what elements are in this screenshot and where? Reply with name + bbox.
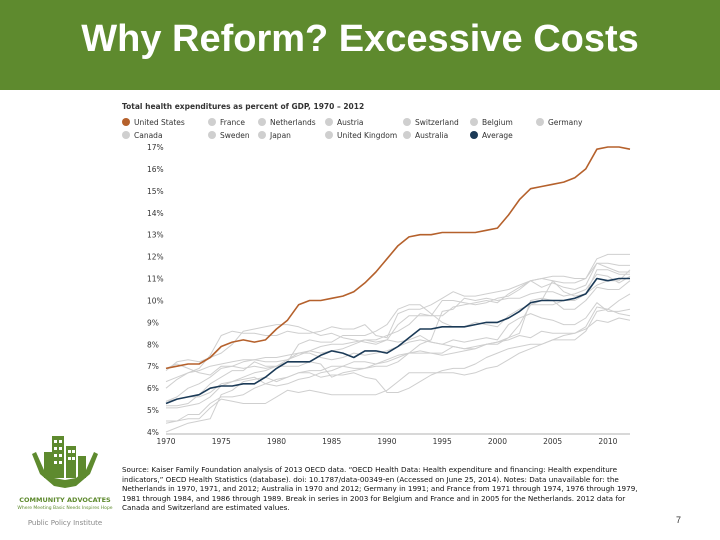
legend-item-japan: Japan <box>258 131 291 140</box>
legend-swatch <box>258 131 266 139</box>
x-tick-label: 2005 <box>543 437 562 446</box>
legend-swatch <box>403 118 411 126</box>
legend-item-average: Average <box>470 131 513 140</box>
legend-label: United States <box>134 118 185 127</box>
series-line-france <box>165 262 630 402</box>
legend-swatch <box>258 118 266 126</box>
chart-title: Total health expenditures as percent of … <box>122 102 365 111</box>
legend-swatch <box>470 131 478 139</box>
y-tick-label: 4% <box>147 428 159 437</box>
y-tick-label: 15% <box>147 187 164 196</box>
legend-item-germany: Germany <box>536 118 582 127</box>
legend-swatch <box>403 131 411 139</box>
series-line-netherlands <box>165 253 630 383</box>
y-tick-label: 14% <box>147 209 164 218</box>
legend-swatch <box>208 131 216 139</box>
x-tick-label: 2000 <box>488 437 507 446</box>
y-tick-label: 7% <box>147 362 159 371</box>
series-line-belgium <box>165 280 631 433</box>
source-note: Source: Kaiser Family Foundation analysi… <box>122 465 638 512</box>
series-line-austria <box>166 273 631 407</box>
series-line-sweden <box>165 302 631 371</box>
y-tick-label: 5% <box>147 406 159 415</box>
y-tick-label: 6% <box>147 384 159 393</box>
slide-title: Why Reform? Excessive Costs <box>81 18 639 60</box>
y-tick-label: 17% <box>147 143 164 152</box>
legend-label: Switzerland <box>415 118 459 127</box>
legend-item-france: France <box>208 118 245 127</box>
legend-swatch <box>208 118 216 126</box>
legend-item-netherlands: Netherlands <box>258 118 316 127</box>
logo-org-name: COMMUNITY ADVOCATES <box>19 496 111 504</box>
legend-swatch <box>122 131 130 139</box>
y-tick-label: 13% <box>147 231 164 240</box>
legend-swatch <box>122 118 130 126</box>
logo-tagline: Where Meeting Basic Needs Inspires Hope <box>17 506 113 511</box>
legend-label: Average <box>482 131 513 140</box>
legend-label: Austria <box>337 118 364 127</box>
legend-swatch <box>325 118 333 126</box>
legend-item-belgium: Belgium <box>470 118 513 127</box>
community-advocates-logo: COMMUNITY ADVOCATES Where Meeting Basic … <box>10 430 120 530</box>
series-line-united-kingdom <box>166 306 631 422</box>
legend-label: Germany <box>548 118 583 127</box>
series-line-average <box>165 277 630 405</box>
series-line-switzerland <box>165 269 631 402</box>
legend-item-united-kingdom: United Kingdom <box>325 131 397 140</box>
legend-item-switzerland: Switzerland <box>403 118 459 127</box>
series-line-australia <box>166 317 631 409</box>
series-line-united-states <box>165 146 631 370</box>
x-tick-label: 1990 <box>377 437 396 446</box>
hands-building-icon <box>32 436 98 488</box>
series-line-canada <box>165 269 630 376</box>
legend-item-australia: Australia <box>403 131 448 140</box>
legend-label: Sweden <box>220 131 250 140</box>
y-tick-label: 9% <box>147 318 159 327</box>
x-tick-label: 1995 <box>433 437 452 446</box>
y-tick-label: 12% <box>147 253 164 262</box>
legend-label: Australia <box>415 131 449 140</box>
y-tick-label: 10% <box>147 296 164 305</box>
x-tick-label: 1980 <box>267 437 286 446</box>
legend-label: Canada <box>134 131 163 140</box>
legend-item-united-states: United States <box>122 118 185 127</box>
x-tick-label: 1975 <box>212 437 231 446</box>
legend-swatch <box>536 118 544 126</box>
logo-institute: Public Policy Institute <box>27 519 103 527</box>
legend-label: France <box>220 118 245 127</box>
series-line-germany <box>165 262 630 389</box>
x-tick-label: 1970 <box>156 437 175 446</box>
legend-label: Belgium <box>482 118 513 127</box>
slide-number: 7 <box>676 515 682 525</box>
y-tick-label: 16% <box>147 165 164 174</box>
legend-label: Netherlands <box>270 118 316 127</box>
y-tick-label: 8% <box>147 340 159 349</box>
legend-swatch <box>470 118 478 126</box>
x-tick-label: 2010 <box>598 437 617 446</box>
legend-swatch <box>325 131 333 139</box>
legend-item-austria: Austria <box>325 118 364 127</box>
x-tick-label: 1985 <box>322 437 341 446</box>
legend-item-sweden: Sweden <box>208 131 250 140</box>
legend-label: Japan <box>270 131 291 140</box>
legend-item-canada: Canada <box>122 131 163 140</box>
legend-label: United Kingdom <box>337 131 398 140</box>
y-tick-label: 11% <box>147 275 164 284</box>
title-bar: Why Reform? Excessive Costs <box>0 0 720 90</box>
